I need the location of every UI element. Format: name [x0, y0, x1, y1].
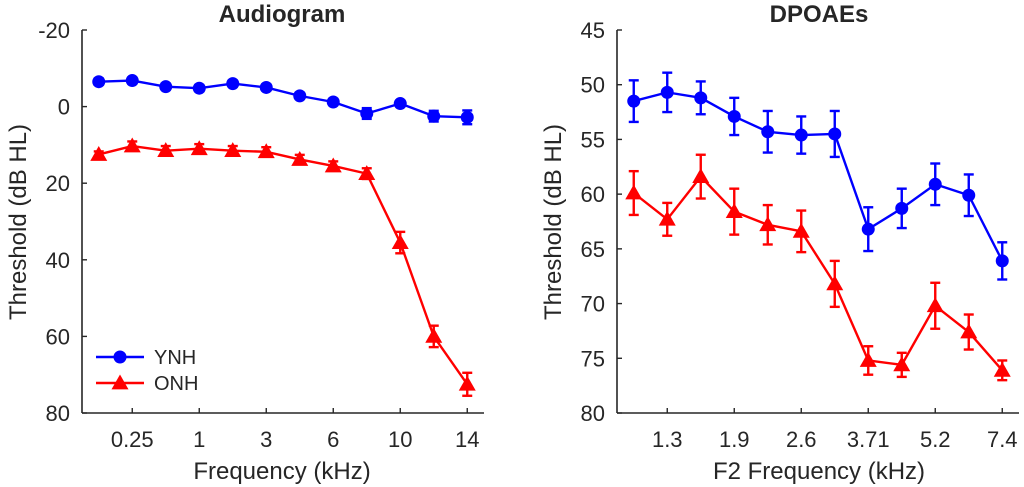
audiogram-x-tick-label: 6	[327, 427, 339, 452]
dpoaes-ynh-point	[794, 128, 808, 142]
dpoaes-y-tick-label: 55	[581, 127, 605, 152]
dpoaes-y-tick-label: 65	[581, 237, 605, 262]
dpoaes-ynh-point	[895, 201, 909, 215]
dpoaes-y-tick-label: 75	[581, 346, 605, 371]
audiogram-x-tick-label: 10	[388, 427, 412, 452]
dpoaes-onh-point	[993, 361, 1011, 377]
legend-onh-label: ONH	[154, 373, 198, 395]
audiogram-onh-point	[458, 375, 476, 391]
legend-ynh-marker	[113, 350, 127, 364]
audiogram-title: Audiogram	[219, 1, 346, 28]
dpoaes-ynh-point	[861, 222, 875, 236]
audiogram-ynh-point	[259, 80, 273, 94]
audiogram-x-tick-label: 1	[193, 427, 205, 452]
audiogram-ynh-point	[226, 77, 240, 91]
dpoaes-onh-point	[792, 222, 810, 238]
dpoaes-onh-point	[625, 184, 643, 200]
dpoaes-ynh-point	[962, 188, 976, 202]
dpoaes-onh-point	[725, 203, 743, 219]
audiogram-ynh-point	[293, 89, 307, 103]
dpoaes-onh-point	[893, 356, 911, 372]
dpoaes-y-tick-label: 80	[581, 401, 605, 426]
audiogram-onh-point	[257, 143, 275, 159]
audiogram-onh-point	[391, 234, 409, 249]
audiogram-onh-point	[358, 165, 376, 180]
audiogram-y-tick-label: 20	[46, 171, 70, 196]
audiogram-onh-point	[324, 157, 342, 173]
audiogram-onh-line	[98, 144, 469, 385]
audiogram-y-tick-label: 40	[46, 248, 70, 273]
audiogram-ynh-point	[427, 109, 441, 123]
audiogram-x-axis-label: Frequency (kHz)	[193, 458, 370, 485]
audiogram-ynh-point	[159, 80, 173, 94]
dpoaes-onh-point	[960, 323, 978, 339]
dpoaes-x-tick-label: 3.71	[847, 427, 890, 452]
audiogram-ynh-point	[360, 106, 374, 120]
dpoaes-ynh-point	[995, 254, 1009, 268]
audiogram-y-tick-label: -20	[38, 18, 70, 43]
legend-ynh-label: YNH	[154, 347, 196, 369]
dpoaes-y-tick-label: 50	[581, 73, 605, 98]
dpoaes-x-axis-label: F2 Frequency (kHz)	[713, 458, 925, 485]
dpoaes-onh-point	[826, 275, 844, 291]
dpoaes-y-tick-label: 45	[581, 18, 605, 43]
dpoaes-ynh-point	[761, 125, 775, 139]
audiogram-legend: YNH ONH	[96, 347, 198, 395]
audiogram-onh-point	[224, 142, 242, 158]
audiogram-onh-point	[90, 145, 108, 161]
dpoaes-title: DPOAEs	[770, 1, 869, 28]
audiogram-onh-point	[425, 327, 443, 343]
dpoaes-ynh-point	[727, 109, 741, 123]
audiogram-ynh-point	[125, 74, 139, 88]
dpoaes-ynh-point	[660, 85, 674, 99]
audiogram-onh-point	[123, 137, 141, 153]
dpoaes-onh-line	[633, 175, 1004, 372]
audiogram-x-tick-label: 14	[455, 427, 479, 452]
audiogram-x-tick-label: 0.25	[111, 427, 154, 452]
audiogram-ynh-point	[92, 75, 106, 89]
audiogram-panel: Audiogram Frequency (kHz) Threshold (dB …	[5, 1, 484, 485]
audiogram-ynh-point	[192, 81, 206, 95]
dpoaes-x-tick-label: 1.3	[652, 427, 683, 452]
audiogram-ynh-point	[326, 95, 340, 109]
audiogram-ynh-line	[98, 79, 468, 119]
audiogram-y-tick-label: 0	[58, 95, 70, 120]
dpoaes-x-tick-label: 2.6	[786, 427, 817, 452]
dpoaes-ynh-point	[694, 91, 708, 105]
audiogram-y-tick-label: 80	[46, 401, 70, 426]
dpoaes-ynh-line	[633, 91, 1004, 262]
dpoaes-ynh-point	[627, 94, 641, 108]
dpoaes-y-axis-label: Threshold (dB HL)	[540, 124, 567, 320]
dpoaes-onh-point	[759, 216, 777, 232]
audiogram-y-axis-label: Threshold (dB HL)	[5, 124, 32, 320]
dpoaes-ynh-point	[828, 127, 842, 141]
audiogram-ynh-point	[460, 110, 474, 124]
dpoaes-y-tick-label: 60	[581, 182, 605, 207]
dpoaes-onh-point	[859, 351, 877, 367]
dpoaes-x-tick-label: 7.4	[987, 427, 1018, 452]
dpoaes-onh-point	[926, 297, 944, 313]
dpoaes-x-tick-label: 1.9	[719, 427, 750, 452]
audiogram-y-tick-label: 60	[46, 324, 70, 349]
audiogram-onh-point	[157, 142, 175, 158]
audiogram-onh-point	[291, 150, 309, 166]
dpoaes-y-tick-label: 70	[581, 292, 605, 317]
audiogram-ynh-point	[393, 97, 407, 111]
audiogram-onh-point	[190, 140, 208, 156]
dpoaes-ynh-point	[928, 177, 942, 191]
dpoaes-onh-point	[658, 210, 676, 226]
dpoaes-onh-point	[692, 168, 710, 184]
audiogram-x-tick-label: 3	[260, 427, 272, 452]
legend-onh-marker	[111, 374, 129, 390]
dpoaes-panel: DPOAEs F2 Frequency (kHz) Threshold (dB …	[540, 1, 1019, 485]
dpoaes-x-tick-label: 5.2	[920, 427, 951, 452]
